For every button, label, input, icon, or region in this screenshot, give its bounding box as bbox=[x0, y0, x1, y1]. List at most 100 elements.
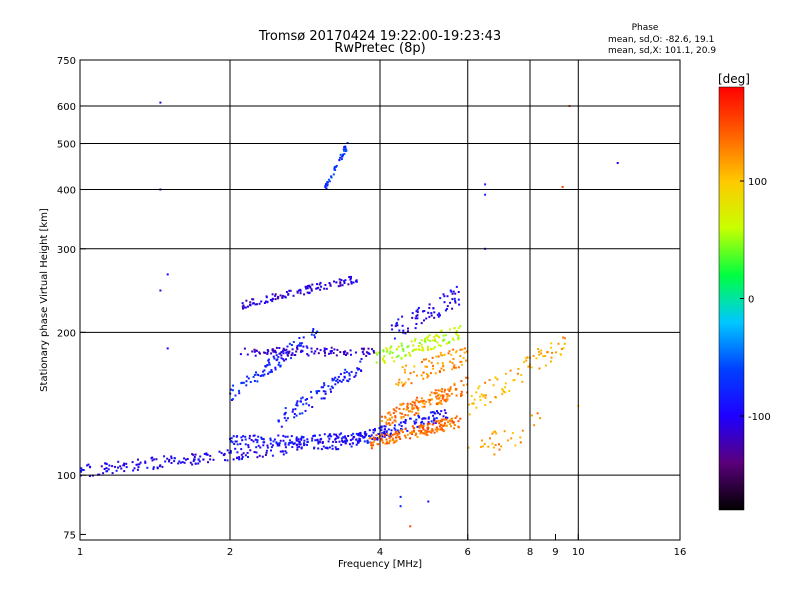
data-point bbox=[365, 434, 367, 436]
data-point bbox=[418, 425, 421, 428]
data-point bbox=[286, 350, 289, 353]
data-point bbox=[271, 444, 274, 447]
data-point bbox=[327, 435, 330, 438]
data-point bbox=[390, 435, 393, 438]
data-point bbox=[323, 384, 326, 387]
data-point bbox=[280, 351, 283, 354]
data-point bbox=[288, 289, 291, 292]
data-point bbox=[393, 409, 396, 412]
data-point bbox=[415, 418, 418, 421]
data-point bbox=[449, 289, 452, 292]
data-point bbox=[414, 434, 417, 436]
data-point bbox=[422, 371, 425, 374]
data-point bbox=[415, 399, 418, 402]
data-point bbox=[249, 449, 252, 452]
data-point bbox=[400, 429, 403, 432]
data-point bbox=[428, 430, 431, 433]
data-point bbox=[388, 437, 391, 440]
data-point bbox=[330, 350, 333, 352]
data-point bbox=[435, 402, 438, 405]
data-point bbox=[389, 347, 392, 350]
data-point bbox=[459, 348, 462, 351]
data-point bbox=[448, 420, 451, 423]
data-point bbox=[424, 430, 427, 433]
data-point bbox=[406, 433, 409, 436]
data-point bbox=[430, 398, 433, 401]
data-point bbox=[333, 166, 336, 169]
data-point bbox=[444, 309, 447, 312]
data-point bbox=[220, 452, 223, 455]
data-point bbox=[383, 434, 386, 437]
data-point bbox=[411, 316, 414, 319]
data-point bbox=[443, 424, 446, 427]
data-point bbox=[345, 437, 347, 440]
data-point bbox=[222, 454, 225, 457]
data-point bbox=[243, 347, 246, 350]
data-point bbox=[277, 355, 280, 358]
data-point bbox=[166, 347, 169, 350]
data-point bbox=[544, 355, 547, 357]
data-point bbox=[439, 371, 441, 373]
data-point bbox=[435, 355, 438, 358]
data-point bbox=[344, 435, 346, 438]
data-point bbox=[411, 404, 414, 407]
data-point bbox=[381, 435, 384, 438]
y-axis-label: Stationary phase Virtual Height [km] bbox=[39, 208, 50, 392]
data-point bbox=[453, 427, 456, 430]
data-point bbox=[299, 443, 302, 446]
data-point bbox=[397, 436, 400, 439]
data-point bbox=[398, 378, 401, 381]
data-point bbox=[260, 300, 263, 303]
data-point bbox=[248, 434, 251, 437]
data-point bbox=[114, 465, 116, 468]
data-point bbox=[440, 394, 443, 397]
data-point bbox=[372, 429, 375, 431]
data-point bbox=[125, 462, 128, 465]
data-point bbox=[253, 350, 256, 353]
data-point bbox=[253, 380, 256, 382]
data-point bbox=[343, 375, 346, 378]
data-point bbox=[380, 439, 383, 442]
data-point bbox=[418, 348, 420, 351]
data-point bbox=[212, 458, 215, 461]
data-point bbox=[489, 401, 492, 404]
data-point bbox=[369, 437, 372, 440]
data-point bbox=[423, 405, 426, 408]
data-point bbox=[378, 351, 380, 354]
data-point bbox=[253, 348, 256, 351]
data-point bbox=[412, 371, 415, 373]
data-point bbox=[417, 412, 420, 415]
data-point bbox=[343, 280, 346, 283]
data-point bbox=[150, 457, 153, 460]
data-point bbox=[451, 298, 454, 301]
data-point bbox=[420, 400, 423, 403]
data-point bbox=[431, 429, 434, 432]
data-point bbox=[409, 437, 412, 440]
data-point bbox=[177, 462, 180, 465]
data-point bbox=[397, 381, 400, 384]
data-point bbox=[411, 410, 414, 413]
data-point bbox=[400, 357, 403, 360]
data-point bbox=[402, 415, 405, 418]
data-point bbox=[286, 417, 289, 420]
data-point bbox=[389, 439, 392, 442]
data-point bbox=[436, 428, 439, 431]
data-point bbox=[319, 281, 322, 284]
data-point bbox=[550, 346, 552, 349]
data-point bbox=[332, 440, 335, 443]
data-point bbox=[295, 402, 298, 405]
data-point bbox=[385, 430, 388, 433]
data-point bbox=[430, 420, 433, 423]
data-point bbox=[291, 441, 294, 444]
data-point bbox=[428, 334, 431, 337]
data-point bbox=[281, 450, 284, 453]
data-point bbox=[441, 388, 444, 390]
data-point bbox=[494, 396, 497, 398]
data-point bbox=[460, 393, 463, 395]
data-point bbox=[414, 404, 417, 407]
data-point bbox=[254, 438, 257, 441]
data-point bbox=[310, 396, 313, 399]
data-point bbox=[393, 427, 396, 430]
data-point bbox=[298, 344, 301, 347]
data-point bbox=[355, 432, 358, 435]
